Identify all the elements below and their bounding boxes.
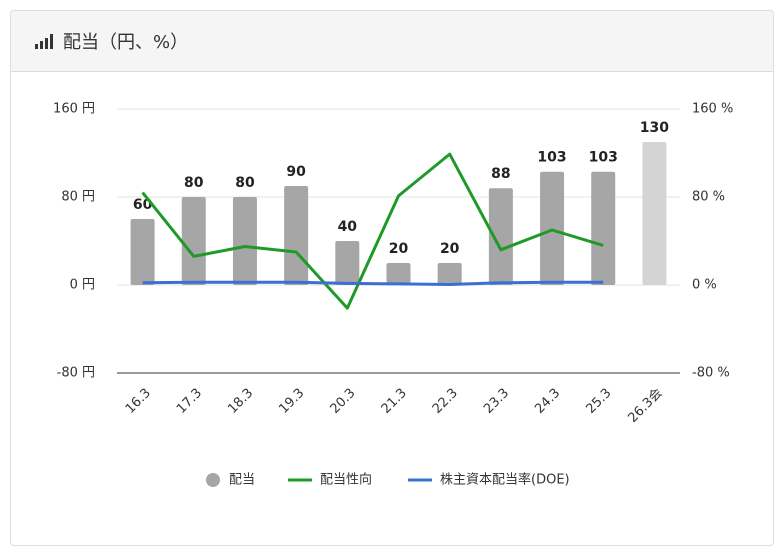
- bar-value-label: 20: [389, 241, 409, 257]
- y2-tick-label: -80 %: [692, 366, 730, 381]
- legend-label: 配当性向: [320, 472, 372, 488]
- bar: [284, 186, 309, 285]
- line: [142, 280, 604, 286]
- bar-value-label: 20: [440, 241, 460, 257]
- y2-tick-label: 160 %: [692, 102, 733, 117]
- x-tick-label: 26.3会: [625, 386, 665, 426]
- chart-title: 配当（円、%）: [63, 32, 189, 53]
- bar: [540, 171, 565, 285]
- bar: [232, 197, 257, 285]
- x-tick-label: 19.3: [276, 386, 307, 417]
- x-tick-label: 16.3: [123, 386, 154, 417]
- bar: [437, 263, 462, 285]
- bar-value-label: 88: [491, 166, 510, 182]
- y2-tick-label: 0 %: [692, 278, 717, 293]
- bar-value-label: 103: [537, 150, 566, 166]
- x-tick-label: 21.3: [379, 386, 410, 417]
- y2-tick-label: 80 %: [692, 190, 725, 205]
- x-tick-label: 24.3: [532, 386, 563, 417]
- bar-value-label: 80: [184, 175, 204, 191]
- bar-value-label: 40: [338, 219, 358, 235]
- x-tick-label: 20.3: [328, 386, 359, 417]
- bar: [488, 188, 513, 285]
- bar-value-label: 103: [589, 150, 618, 166]
- x-tick-label: 18.3: [225, 386, 256, 417]
- bar-value-label: 80: [235, 175, 255, 191]
- bar: [335, 241, 360, 285]
- y-tick-label: -80 円: [57, 366, 95, 381]
- x-tick-label: 22.3: [430, 386, 461, 417]
- bar-value-label: 130: [640, 120, 669, 136]
- bar: [130, 219, 155, 285]
- y-tick-label: 160 円: [53, 102, 95, 117]
- x-tick-label: 25.3: [583, 386, 614, 417]
- legend-label: 株主資本配当率(DOE): [440, 472, 570, 488]
- bar-value-label: 90: [286, 164, 306, 180]
- x-tick-label: 23.3: [481, 386, 512, 417]
- y-tick-label: 80 円: [61, 190, 95, 205]
- card: 配当（円、%）: [10, 10, 774, 546]
- bar: [642, 142, 667, 285]
- line: [141, 152, 604, 310]
- legend-label: 配当: [229, 473, 255, 488]
- bar: [181, 197, 206, 285]
- y-tick-label: 0 円: [70, 278, 95, 293]
- bar: [591, 171, 616, 285]
- legend-marker: [206, 473, 220, 487]
- signal-icon: [35, 34, 53, 49]
- card-header: 配当（円、%）: [11, 11, 773, 72]
- bar: [386, 263, 411, 285]
- x-tick-label: 17.3: [174, 386, 205, 417]
